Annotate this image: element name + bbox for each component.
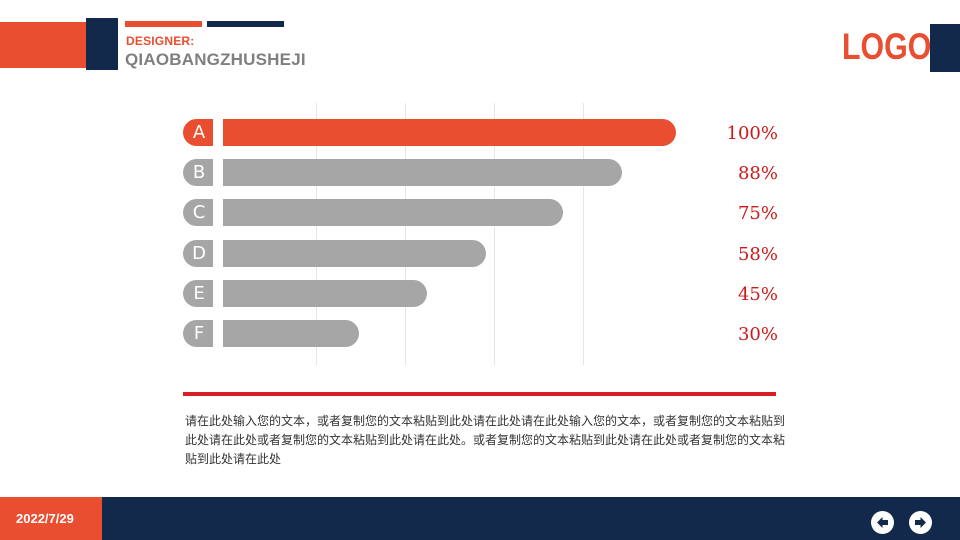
value-label-b: 88% [737,163,778,184]
gridline [316,103,317,365]
category-label-b: B [183,159,213,186]
gridline [583,103,584,365]
category-label-c: C [183,199,213,226]
footer-date: 2022/7/29 [16,511,74,526]
bar-e [223,280,427,307]
separator-line [183,392,776,396]
category-label-d: D [183,240,213,267]
designer-name: QIAOBANGZHUSHEJI [125,50,306,69]
header-orange-line [125,21,202,27]
logo: LOGO [842,26,932,67]
next-button[interactable] [909,511,932,534]
footer-date-block [0,497,102,540]
category-label-f: F [183,320,213,347]
value-label-d: 58% [737,244,778,265]
footer-bar [0,497,960,540]
category-label-e: E [183,280,213,307]
value-label-a: 100% [726,123,778,144]
designer-label: DESIGNER: [126,34,195,48]
bar-f [223,320,359,347]
body-text: 请在此处输入您的文本，或者复制您的文本粘贴到此处请在此处请在此处输入您的文本，或… [185,414,786,466]
value-label-f: 30% [737,324,778,345]
bar-d [223,240,486,267]
value-label-e: 45% [737,284,778,305]
bar-b [223,159,622,186]
arrow-left-icon [877,517,888,528]
bar-a [223,119,676,146]
arrow-right-icon [915,517,926,528]
category-label-a: A [183,119,213,146]
prev-button[interactable] [871,511,894,534]
gridline [405,103,406,365]
header-navy-line [207,21,284,27]
value-label-c: 75% [737,203,778,224]
header-orange-block [0,22,86,68]
logo-navy-block [930,24,960,72]
gridline [494,103,495,365]
header-navy-block [86,18,118,70]
bar-c [223,199,563,226]
